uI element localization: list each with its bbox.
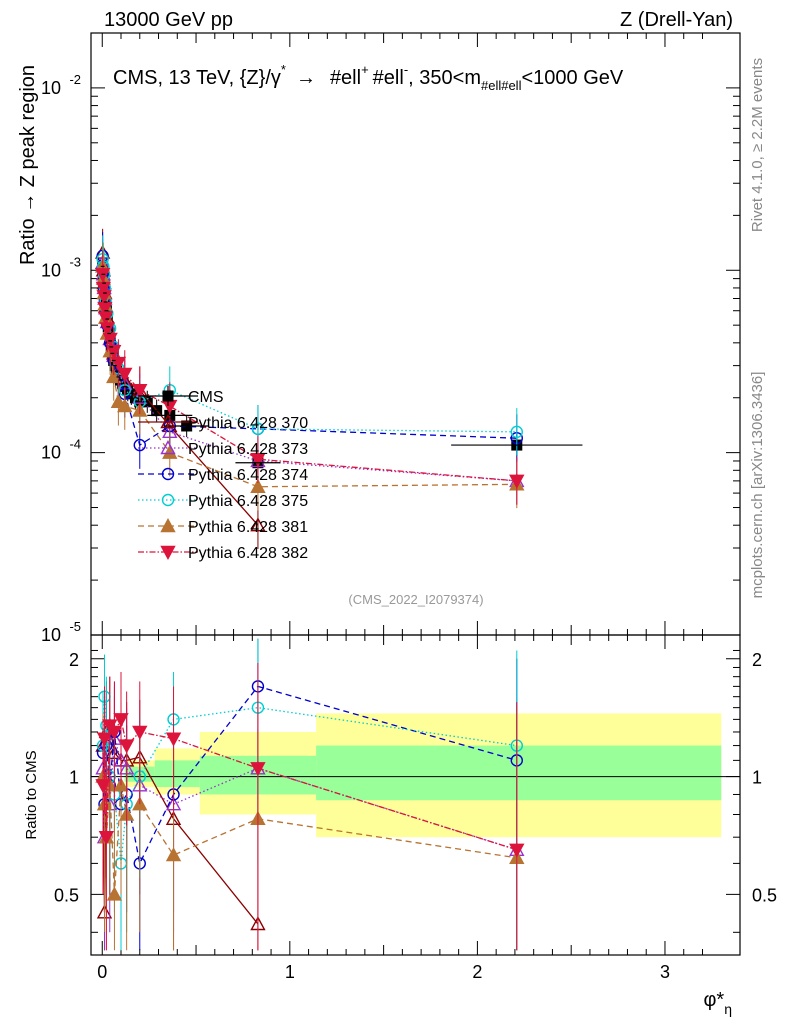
legend-marker [160,545,176,560]
data-point [250,453,266,468]
ratio-point [118,739,135,754]
analysis-watermark: (CMS_2022_I2079374) [348,592,483,607]
ratio-tick-label-right: 0.5 [752,885,777,905]
ratio-tick-label: 2 [69,650,79,670]
chart-title: CMS, 13 TeV, {Z}/γ* → #ell+ #ell-, 350<m#el… [113,62,624,93]
y-tick-label: 10 [41,78,61,98]
data-point [250,478,266,493]
ratio-point [250,762,266,777]
legend-marker [160,440,176,455]
legend-marker [162,390,174,402]
rivet-label: Rivet 4.1.0, ≥ 2.2M events [749,58,766,232]
x-tick-label: 0 [97,962,107,982]
legend-marker [160,414,176,429]
legend-label: Pythia 6.428 374 [188,467,308,484]
main-series [94,228,583,549]
x-tick-label: 1 [285,962,295,982]
data-point [250,517,266,532]
data-point [251,422,265,436]
ratio-series [95,638,525,951]
data-point [509,474,525,489]
mcplots-label: mcplots.cern.ch [arXiv:1306.3436] [749,372,766,599]
data-point [96,290,112,305]
legend-label: Pythia 6.428 382 [188,545,308,562]
ratio-tick-label-right: 1 [752,768,762,788]
data-point [117,398,133,413]
y-tick-label: 10 [41,260,61,280]
y-tick-exp: -5 [69,619,81,634]
ratio-tick-label-right: 2 [752,650,762,670]
ratio-point [165,847,182,862]
ratio-axis-label: Ratio to CMS [23,750,40,839]
legend-label: Pythia 6.428 375 [188,493,308,510]
header-left: 13000 GeV pp [104,9,233,31]
ratio-point [132,725,148,740]
ratio-point [106,886,123,901]
legend-label: Pythia 6.428 370 [188,415,308,432]
legend-label: Pythia 6.428 373 [188,441,308,458]
y-tick-label: 10 [41,625,61,645]
x-tick-label: 2 [472,962,482,982]
ratio-tick-label: 1 [69,768,79,788]
x-axis-label: φ*η [703,989,732,1017]
legend-label: Pythia 6.428 381 [188,519,308,536]
ratio-point [96,732,113,747]
data-point [117,367,133,382]
legend-marker [160,518,176,533]
data-point [106,344,122,360]
data-point [510,425,523,439]
ratio-plot-frame [90,634,741,956]
ratio-band-inner [316,745,722,801]
x-tick-label: 3 [660,962,670,982]
ratio-bands [91,713,740,838]
data-point [97,311,114,326]
series-line [101,274,517,482]
y-tick-exp: -4 [69,437,81,452]
ratio-point [106,725,123,740]
ratio-tick-label: 0.5 [54,885,79,905]
legend-marker [161,467,175,481]
data-point [133,438,146,452]
header-right: Z (Drell-Yan) [620,9,733,31]
ratio-point [98,830,115,846]
data-point [97,301,113,317]
y-tick-label: 10 [41,443,61,463]
legend-marker [161,493,175,507]
y-tick-exp: -3 [69,254,81,269]
legend: CMS Pythia 6.428 370 Pythia 6.428 373 Pythi… [138,386,308,562]
y-axis-label: Ratio → Z peak region [17,65,39,265]
legend-label: CMS [188,389,224,406]
axis-ticks: 10 -2 10 -3 10 -4 10 -5 0 1 2 3 0.5 0.5 1 1 2 2 [41,32,777,982]
ratio-band-inner [154,760,200,788]
ratio-point [509,843,525,858]
ratio-point [165,732,182,747]
data-point [132,383,148,399]
series-line [101,259,517,433]
y-tick-exp: -2 [69,72,81,87]
ratio-point [113,713,129,728]
data-point [95,281,112,296]
series-line [101,266,517,488]
